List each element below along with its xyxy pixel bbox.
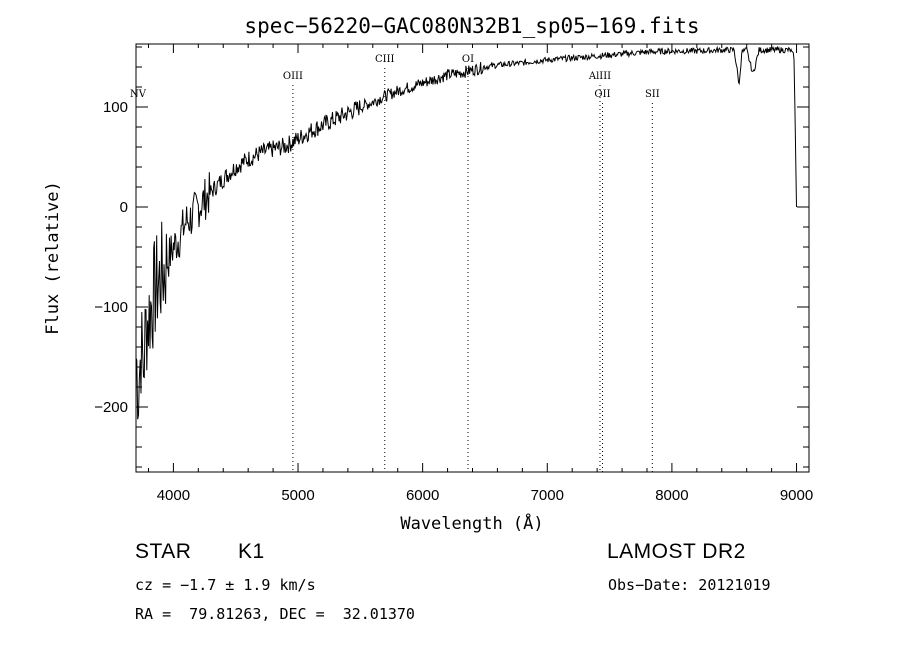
spectral-line-label: CIII (375, 54, 395, 65)
spectrum-line (135, 45, 797, 420)
x-tick-label: 7000 (531, 487, 564, 504)
object-type: STAR (135, 540, 192, 563)
x-tick-label: 8000 (655, 487, 688, 504)
x-tick-label: 4000 (157, 487, 190, 504)
chart-title: spec−56220−GAC080N32B1_sp05−169.fits (244, 14, 699, 38)
plot-frame (135, 43, 810, 473)
spectral-line-label: SII (645, 89, 660, 100)
x-tick-label: 5000 (281, 487, 314, 504)
y-tick-label: −200 (94, 399, 128, 416)
x-tick-label: 9000 (780, 487, 813, 504)
observation-date: Obs−Date: 20121019 (608, 576, 771, 594)
spectral-line-label: OIII (283, 71, 303, 82)
survey-label: LAMOST DR2 (607, 540, 746, 563)
y-tick-label: −100 (94, 299, 128, 316)
spectral-line-label: OI (462, 54, 474, 65)
spectral-line-label: NV (130, 89, 147, 100)
y-tick-label: 0 (120, 199, 128, 216)
sky-coordinates: RA = 79.81263, DEC = 32.01370 (135, 605, 415, 623)
redshift-velocity: cz = −1.7 ± 1.9 km/s (135, 576, 316, 594)
spectral-line-label: AlIII (588, 71, 611, 82)
y-axis-label: Flux (relative) (43, 181, 63, 335)
y-tick-label: 100 (103, 99, 128, 116)
x-axis-label: Wavelength (Å) (400, 512, 543, 534)
spectral-line-label: OII (594, 89, 610, 100)
x-tick-label: 6000 (406, 487, 439, 504)
spectral-subclass: K1 (238, 540, 265, 563)
